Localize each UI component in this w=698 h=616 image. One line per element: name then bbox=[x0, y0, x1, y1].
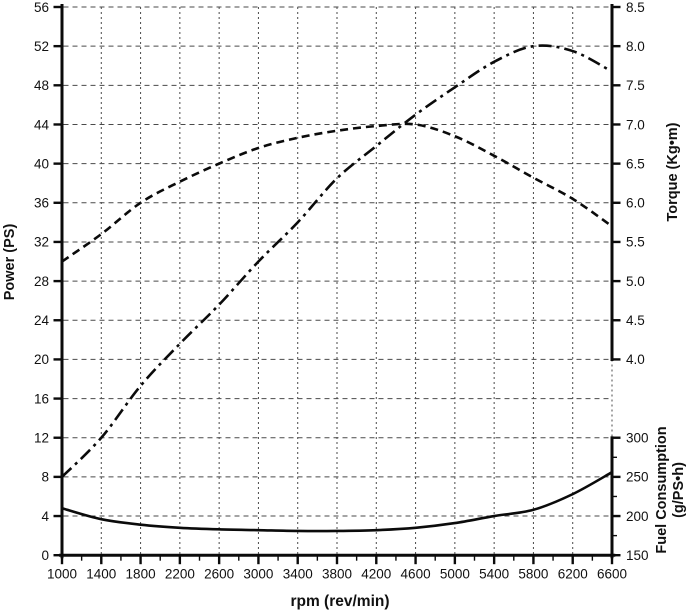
torque-tick-label: 7.5 bbox=[626, 78, 645, 93]
power-tick-label: 4 bbox=[41, 509, 49, 524]
power-tick-label: 0 bbox=[41, 548, 49, 563]
x-tick-label: 1400 bbox=[86, 567, 116, 582]
tick-labels: 1000 1400 1800 2200 2600 3000 3400 3800 4200 4600… bbox=[34, 0, 649, 582]
torque-tick-label: 5.5 bbox=[626, 235, 645, 250]
power-tick-label: 36 bbox=[34, 196, 49, 211]
power-tick-label: 8 bbox=[41, 470, 49, 485]
power-tick-label: 12 bbox=[34, 431, 49, 446]
x-tick-label: 5000 bbox=[440, 567, 470, 582]
fuel-curve bbox=[61, 471, 613, 533]
torque-tick-label: 7.0 bbox=[626, 117, 645, 132]
x-tick-label: 3800 bbox=[322, 567, 352, 582]
torque-tick-label: 4.5 bbox=[626, 313, 645, 328]
torque-curve bbox=[61, 122, 613, 263]
torque-tick-label: 6.0 bbox=[626, 196, 645, 211]
curves bbox=[61, 44, 613, 533]
fuel-tick-label: 200 bbox=[626, 509, 649, 524]
power-tick-label: 20 bbox=[34, 352, 49, 367]
x-tick-label: 4600 bbox=[401, 567, 431, 582]
axes bbox=[53, 4, 621, 565]
power-tick-label: 48 bbox=[34, 78, 49, 93]
fuel-tick-label: 250 bbox=[626, 470, 649, 485]
power-curve bbox=[61, 44, 613, 478]
fuel-axis-title-line2: (g/PS•h) bbox=[671, 462, 687, 518]
fuel-axis-title-line1: Fuel Consumption bbox=[654, 426, 670, 553]
x-tick-label: 6200 bbox=[558, 567, 588, 582]
x-tick-label: 4200 bbox=[361, 567, 391, 582]
x-tick-label: 5400 bbox=[479, 567, 509, 582]
x-tick-label: 2200 bbox=[165, 567, 195, 582]
x-tick-label: 1800 bbox=[126, 567, 156, 582]
x-tick-label: 1000 bbox=[47, 567, 77, 582]
torque-tick-label: 5.0 bbox=[626, 274, 645, 289]
fuel-tick-label: 150 bbox=[626, 548, 649, 563]
torque-tick-label: 8.0 bbox=[626, 39, 645, 54]
torque-axis-title: Torque (Kg•m) bbox=[665, 122, 681, 221]
x-tick-label: 6600 bbox=[597, 567, 627, 582]
power-tick-label: 28 bbox=[34, 274, 49, 289]
torque-tick-label: 4.0 bbox=[626, 352, 645, 367]
left-axis-title: Power (PS) bbox=[2, 224, 18, 301]
power-tick-label: 56 bbox=[34, 0, 49, 15]
fuel-tick-label: 300 bbox=[626, 431, 649, 446]
x-tick-label: 2600 bbox=[204, 567, 234, 582]
x-tick-label: 5800 bbox=[518, 567, 548, 582]
power-tick-label: 24 bbox=[34, 313, 50, 328]
power-tick-label: 16 bbox=[34, 391, 49, 406]
x-tick-label: 3400 bbox=[283, 567, 313, 582]
gridlines bbox=[63, 6, 613, 555]
x-axis-title: rpm (rev/min) bbox=[290, 593, 389, 610]
power-tick-label: 32 bbox=[34, 235, 49, 250]
torque-tick-label: 6.5 bbox=[626, 156, 645, 171]
power-tick-label: 44 bbox=[34, 117, 50, 132]
power-tick-label: 52 bbox=[34, 39, 49, 54]
x-tick-label: 3000 bbox=[243, 567, 273, 582]
torque-tick-label: 8.5 bbox=[626, 0, 645, 15]
power-tick-label: 40 bbox=[34, 156, 49, 171]
